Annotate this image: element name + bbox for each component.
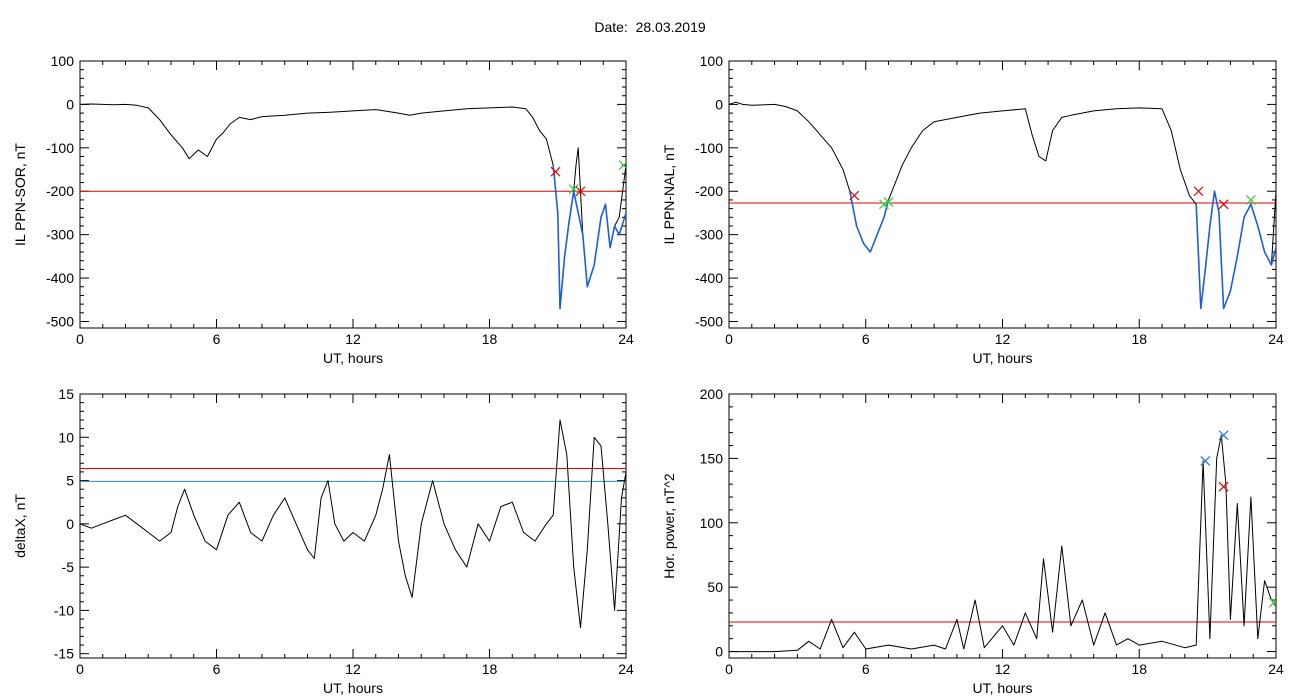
chart-bottom-left: 0 6 12 18 24 15 10 5 0 -5 -10 -15 UT, hours deltaX, n… <box>12 386 634 696</box>
x-tick-label: 0 <box>76 331 84 347</box>
marker-red <box>1218 199 1229 210</box>
y-tick-label: -100 <box>695 140 723 156</box>
x-tick-label: 6 <box>213 661 221 677</box>
plot-area <box>80 103 626 310</box>
series-line <box>729 101 1276 309</box>
y-tick-label: -300 <box>46 227 74 243</box>
x-tick-label: 24 <box>618 331 634 347</box>
series-line <box>80 103 626 309</box>
x-axis-title: UT, hours <box>973 350 1033 366</box>
chart-top-right: 0 6 12 18 24 100 0 -100 -200 -300 -400 -500 UT, hour… <box>661 53 1284 366</box>
plot-frame <box>79 60 627 329</box>
y-tick-label: 100 <box>700 515 724 531</box>
y-tick-label: 0 <box>66 516 74 532</box>
x-tick-label: 12 <box>995 661 1011 677</box>
x-axis-title: UT, hours <box>973 680 1033 696</box>
date-label: Date: <box>594 19 628 35</box>
marker-green <box>618 160 626 171</box>
y-tick-label: -10 <box>54 602 74 618</box>
y-tick-label: -15 <box>54 646 74 662</box>
x-tick-label: 6 <box>862 661 870 677</box>
plot-area <box>729 101 1276 310</box>
y-tick-label: 200 <box>700 386 724 402</box>
x-tick-label: 0 <box>76 661 84 677</box>
x-tick-label: 24 <box>1268 661 1284 677</box>
series-line <box>729 434 1276 653</box>
x-tick-label: 12 <box>345 331 361 347</box>
marker-red <box>1218 481 1229 492</box>
y-axis-title: deltaX, nT <box>12 494 28 558</box>
y-tick-label: -400 <box>695 270 723 286</box>
x-axis-title: UT, hours <box>323 350 383 366</box>
y-tick-label: -300 <box>695 227 723 243</box>
series-line <box>80 419 626 629</box>
date-value: 28.03.2019 <box>635 19 706 35</box>
marker-red <box>849 190 860 201</box>
x-tick-label: 12 <box>345 661 361 677</box>
x-tick-label: 0 <box>725 661 733 677</box>
marker-red <box>575 186 586 197</box>
y-tick-label: -200 <box>46 183 74 199</box>
x-tick-label: 12 <box>995 331 1011 347</box>
y-tick-label: 100 <box>700 53 724 69</box>
marker-green <box>1268 597 1276 608</box>
chart-top-left: 0 6 12 18 24 100 0 -100 -200 -300 -400 -500 UT, hour… <box>12 53 634 366</box>
plot-frame <box>728 60 1277 329</box>
y-tick-label: 15 <box>58 386 74 402</box>
chart-bottom-right: 0 6 12 18 24 200 150 100 50 0 UT, hours Hor. power,… <box>661 386 1284 696</box>
y-axis-title: IL PPN-NAL, nT <box>661 144 677 244</box>
y-tick-label: 50 <box>707 579 723 595</box>
y-tick-label: -500 <box>695 313 723 329</box>
marker-green <box>883 197 894 208</box>
y-tick-label: -100 <box>46 140 74 156</box>
y-tick-label: 100 <box>51 53 75 69</box>
y-tick-label: -500 <box>46 313 74 329</box>
series-line <box>552 165 626 310</box>
y-tick-label: -200 <box>695 183 723 199</box>
y-tick-label: -400 <box>46 270 74 286</box>
plot-frame <box>79 393 627 659</box>
y-tick-label: 5 <box>66 473 74 489</box>
marker-blue <box>1200 456 1211 466</box>
y-tick-label: 10 <box>58 429 74 445</box>
series-line <box>1195 190 1276 310</box>
y-tick-label: 0 <box>715 644 723 660</box>
y-axis-title: Hor. power, nT^2 <box>661 473 677 579</box>
plot-area <box>729 430 1276 653</box>
y-tick-label: 150 <box>700 450 724 466</box>
x-tick-label: 18 <box>482 331 498 347</box>
marker-green <box>1246 195 1256 205</box>
y-axis-title: IL PPN-SOR, nT <box>12 143 28 246</box>
y-tick-label: -5 <box>62 559 75 575</box>
x-tick-label: 24 <box>618 661 634 677</box>
x-tick-label: 24 <box>1268 331 1284 347</box>
x-tick-label: 18 <box>1131 331 1147 347</box>
series-line <box>849 191 890 253</box>
x-tick-label: 18 <box>482 661 498 677</box>
plot-area <box>80 419 626 629</box>
x-tick-label: 6 <box>213 331 221 347</box>
y-tick-label: 0 <box>715 96 723 112</box>
x-axis-title: UT, hours <box>323 680 383 696</box>
marker-blue <box>1218 430 1229 441</box>
marker-red <box>1193 186 1204 197</box>
chart-date-title: Date: 28.03.2019 <box>0 19 1300 35</box>
plot-frame <box>728 393 1277 659</box>
marker-red <box>550 166 561 177</box>
marker-green <box>568 184 579 194</box>
y-tick-label: 0 <box>66 96 74 112</box>
x-tick-label: 18 <box>1131 661 1147 677</box>
x-tick-label: 6 <box>862 331 870 347</box>
x-tick-label: 0 <box>725 331 733 347</box>
